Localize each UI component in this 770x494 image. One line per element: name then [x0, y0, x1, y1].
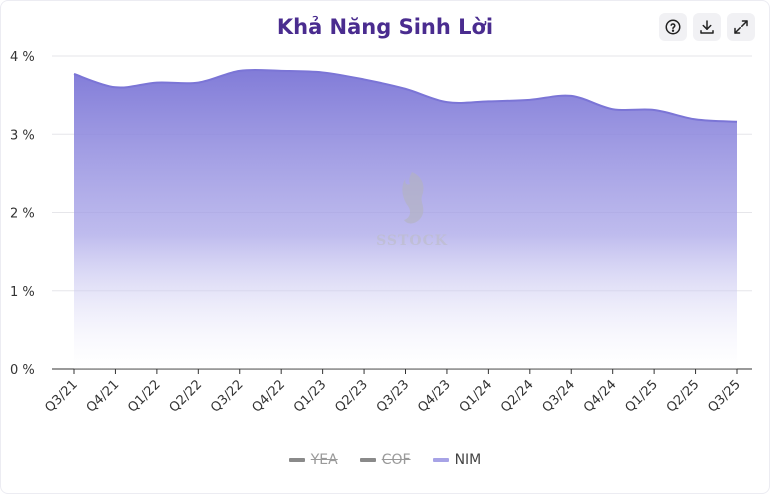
x-tick-label: Q1/24 [457, 377, 495, 415]
x-tick-label: Q4/23 [415, 377, 453, 415]
legend-item-cof[interactable]: COF [359, 452, 411, 468]
x-tick-label: Q3/21 [42, 377, 80, 415]
horse-logo-icon [402, 172, 424, 224]
expand-icon [734, 20, 748, 34]
y-tick-label: 4 % [10, 50, 35, 65]
x-tick-label: Q2/25 [664, 377, 702, 415]
legend-item-nim[interactable]: NIM [432, 452, 482, 468]
nim-series-line[interactable] [73, 68, 738, 123]
x-tick-label: Q2/23 [332, 377, 370, 415]
x-tick-label: Q1/25 [622, 377, 660, 415]
x-tick-label: Q4/22 [250, 377, 288, 415]
x-tick-label: Q2/24 [498, 377, 536, 415]
chart-legend: YEA COF NIM [0, 452, 770, 468]
x-tick-label: Q1/22 [125, 377, 163, 415]
legend-swatch [359, 458, 376, 462]
y-tick-label: 1 % [10, 285, 35, 300]
y-tick-label: 3 % [10, 128, 35, 143]
download-icon [700, 20, 714, 34]
x-tick-label: Q3/23 [374, 377, 412, 415]
legend-label: NIM [454, 452, 482, 468]
legend-item-yea[interactable]: YEA [288, 452, 338, 468]
y-tick-label: 2 % [10, 207, 35, 222]
x-tick-label: Q4/24 [581, 377, 619, 415]
x-tick-label: Q3/22 [208, 377, 246, 415]
x-tick-label: Q3/25 [705, 377, 743, 415]
y-axis: 0 % 1 % 2 % 3 % 4 % [10, 50, 35, 378]
x-axis: Q3/21 Q4/21 Q1/22 Q2/22 Q3/22 Q4/22 Q1/23 Q2/23… [42, 369, 744, 416]
legend-swatch [288, 458, 305, 462]
x-tick-label: Q4/21 [84, 377, 122, 415]
expand-button[interactable] [727, 13, 755, 41]
download-button[interactable] [693, 13, 721, 41]
y-tick-label: 0 % [10, 363, 35, 378]
legend-label: COF [381, 452, 411, 468]
chart-title: Khả Năng Sinh Lời [276, 15, 494, 39]
x-tick-label: Q2/22 [167, 377, 205, 415]
legend-swatch [432, 458, 449, 462]
help-circle-icon [665, 19, 681, 35]
chart-toolbar [659, 13, 755, 41]
x-tick-label: Q1/23 [291, 377, 329, 415]
help-button[interactable] [659, 13, 687, 41]
legend-label: YEA [310, 452, 338, 468]
watermark-text: SSTOCK [376, 233, 448, 249]
x-tick-label: Q3/24 [540, 377, 578, 415]
watermark: SSTOCK [372, 170, 452, 249]
